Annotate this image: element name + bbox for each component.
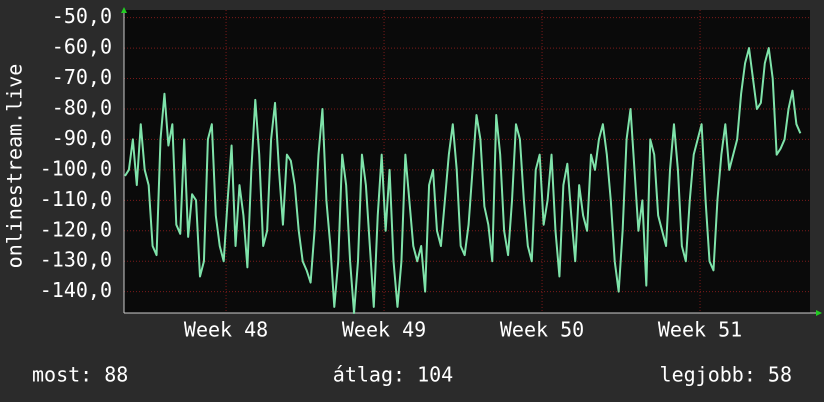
plot-area [124,10,810,313]
x-arrow [816,310,822,316]
y-tick-label: -140,0 [40,278,112,302]
y-tick-label: -70,0 [52,65,112,89]
footer-average: átlag: 104 [333,363,453,387]
y-arrow [121,7,127,13]
footer-current: most: 88 [32,363,128,387]
y-axis-label: onlinestream.live [3,64,27,269]
y-tick-label: -50,0 [52,4,112,28]
footer-best: legjobb: 58 [660,363,792,387]
x-tick-label: Week 51 [658,318,742,342]
y-tick-label: -110,0 [40,187,112,211]
x-tick-label: Week 50 [500,318,584,342]
y-tick-label: -130,0 [40,248,112,272]
y-tick-label: -120,0 [40,217,112,241]
y-tick-label: -100,0 [40,156,112,180]
y-tick-label: -80,0 [52,95,112,119]
y-tick-label: -90,0 [52,126,112,150]
y-tick-label: -60,0 [52,35,112,59]
x-tick-label: Week 49 [342,318,426,342]
grid [124,10,810,313]
data-line [124,47,802,314]
x-tick-label: Week 48 [184,318,268,342]
